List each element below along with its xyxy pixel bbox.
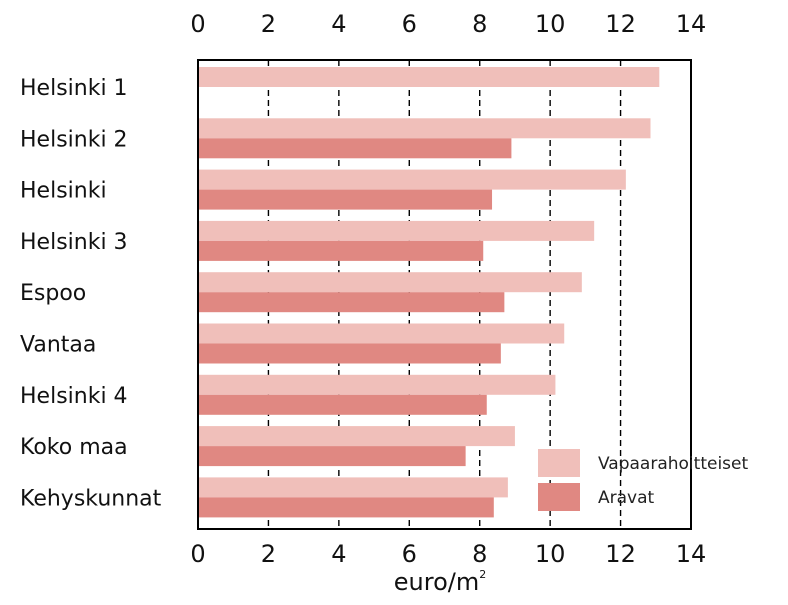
category-labels: Helsinki 1 Helsinki 2 Helsinki Helsinki 3 Es… xyxy=(20,76,162,511)
bottom-tick-label: 12 xyxy=(605,540,636,568)
category-label: Helsinki 1 xyxy=(20,76,128,101)
bottom-tick-label: 10 xyxy=(535,540,566,568)
category-label: Helsinki xyxy=(20,179,107,204)
category-label: Koko maa xyxy=(20,435,128,460)
bottom-tick-label: 14 xyxy=(676,540,707,568)
bar-vapaarahoitteiset xyxy=(198,169,626,190)
bar-vapaarahoitteiset xyxy=(198,272,582,293)
category-label: Kehyskunnat xyxy=(20,486,162,511)
bar-aravat xyxy=(198,497,494,518)
bar-vapaarahoitteiset xyxy=(198,477,508,498)
top-tick-label: 4 xyxy=(331,10,346,38)
bar-vapaarahoitteiset xyxy=(198,323,565,344)
legend-swatch xyxy=(538,483,580,511)
bar-vapaarahoitteiset xyxy=(198,374,556,395)
bottom-tick-label: 6 xyxy=(402,540,417,568)
bar-vapaarahoitteiset xyxy=(198,426,515,447)
top-tick-labels: 0 2 4 6 8 10 12 14 xyxy=(190,10,706,38)
category-label: Helsinki 3 xyxy=(20,230,128,255)
bar-aravat xyxy=(198,343,501,364)
legend-label: Vapaarahoitteiset xyxy=(598,454,748,474)
legend-label: Aravat xyxy=(598,488,655,508)
bar-aravat xyxy=(198,292,505,313)
bar-aravat xyxy=(198,240,484,261)
category-label: Espoo xyxy=(20,281,86,306)
bottom-tick-labels: 0 2 4 6 8 10 12 14 xyxy=(190,540,706,568)
x-axis-title-superscript: 2 xyxy=(479,568,486,581)
top-tick-label: 10 xyxy=(535,10,566,38)
bottom-tick-label: 2 xyxy=(261,540,276,568)
top-tick-label: 6 xyxy=(402,10,417,38)
legend-swatch xyxy=(538,449,580,477)
category-label: Helsinki 2 xyxy=(20,127,128,152)
bars xyxy=(198,67,660,518)
bottom-tick-label: 8 xyxy=(472,540,487,568)
bar-aravat xyxy=(198,138,512,159)
category-label: Vantaa xyxy=(20,333,96,358)
bottom-tick-label: 4 xyxy=(331,540,346,568)
x-axis-title: euro/m2 xyxy=(394,568,486,596)
top-tick-label: 8 xyxy=(472,10,487,38)
bar-vapaarahoitteiset xyxy=(198,118,651,139)
top-tick-label: 0 xyxy=(190,10,205,38)
top-tick-label: 12 xyxy=(605,10,636,38)
top-tick-label: 14 xyxy=(676,10,707,38)
top-tick-label: 2 xyxy=(261,10,276,38)
bar-aravat xyxy=(198,446,466,467)
bar-vapaarahoitteiset xyxy=(198,67,660,87)
plot-frame xyxy=(197,59,692,530)
legend: Vapaarahoitteiset Aravat xyxy=(538,449,748,511)
bar-aravat xyxy=(198,189,493,210)
bar-vapaarahoitteiset xyxy=(198,220,595,241)
x-axis-title-text: euro/m xyxy=(394,568,479,596)
bar-aravat xyxy=(198,394,487,415)
category-label: Helsinki 4 xyxy=(20,384,128,409)
bottom-tick-label: 0 xyxy=(190,540,205,568)
